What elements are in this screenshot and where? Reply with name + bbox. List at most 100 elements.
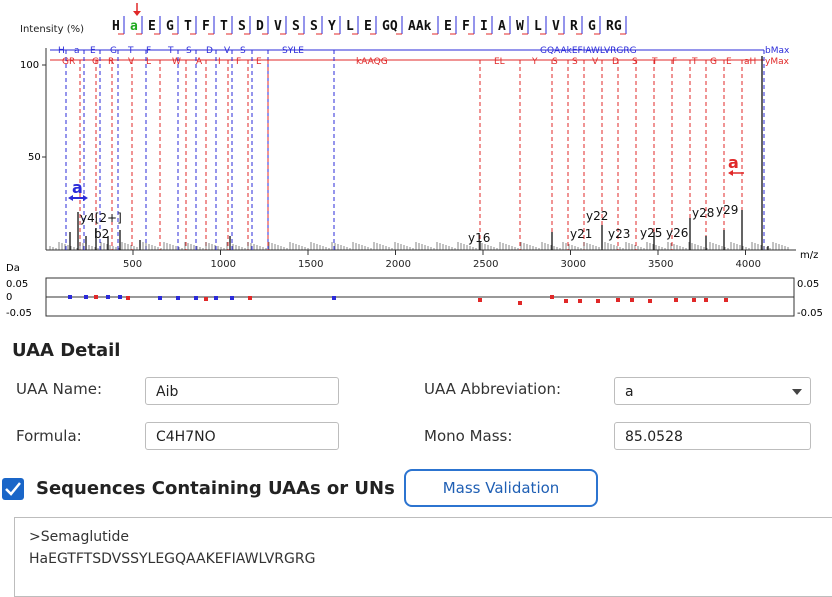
sequence-textarea[interactable]: >Semaglutide HaEGTFTSDVSSYLEGQAAKEFIAWLV… (14, 517, 832, 597)
sequence-residue: G (588, 19, 596, 34)
sequence-residue: S (292, 19, 300, 34)
b-ion-label: SYLE (282, 46, 304, 56)
peak-label: y23 (608, 227, 630, 241)
b-ion-label: S (186, 46, 192, 56)
y-ion-label: V (592, 57, 599, 67)
y-ion-label: G (710, 57, 717, 67)
error-point-y (704, 298, 708, 302)
sequence-residue: T (184, 19, 192, 34)
sequence-residue: V (274, 19, 282, 34)
err-tick-pos: 0.05 (6, 279, 28, 290)
error-point-b (106, 295, 110, 299)
section-title: UAA Detail (12, 340, 121, 361)
y-ion-label: GR (62, 57, 75, 67)
sequences-checkbox[interactable] (2, 478, 24, 500)
error-point-b (84, 295, 88, 299)
sequence-residue: a (130, 19, 138, 34)
y-ion-label: E (256, 57, 262, 67)
error-point-y (630, 298, 634, 302)
da-label: Da (6, 263, 20, 274)
checkmark-icon (5, 482, 21, 496)
y-ion-label: F (672, 57, 677, 67)
err-tick-pos-right: 0.05 (797, 279, 819, 290)
fragment-lines (65, 50, 765, 250)
error-point-y (578, 299, 582, 303)
error-point-y (478, 298, 482, 302)
x-tick-label: 4000 (736, 259, 761, 270)
sequence-residue: S (310, 19, 318, 34)
error-point-y (674, 298, 678, 302)
y-max-label: yMax (765, 57, 790, 67)
x-tick-label: 1500 (298, 259, 323, 270)
peak-label: y26 (666, 226, 688, 240)
mono-mass-field[interactable]: 85.0528 (614, 422, 811, 450)
formula-field[interactable]: C4H7NO (145, 422, 339, 450)
err-tick-neg: -0.05 (6, 308, 32, 319)
b-ion-label: GQAAkEFIAWLVRGRG (540, 46, 637, 56)
peak-label: y21 (570, 227, 592, 241)
err-tick-zero: 0 (6, 292, 12, 303)
y-ion-label: S (632, 57, 638, 67)
peak-label: y4[2+] (80, 211, 122, 225)
peak-label: y28 (692, 206, 714, 220)
x-tick-label: 3000 (561, 259, 586, 270)
b-ion-label: a (74, 46, 80, 56)
mass-validation-button[interactable]: Mass Validation (404, 469, 598, 507)
y-ion-label: I (218, 57, 221, 67)
b-ion-label: T (127, 46, 134, 56)
error-point-y (518, 301, 522, 305)
sequence-residue: F (202, 19, 210, 34)
mono-mass-label: Mono Mass: (424, 427, 513, 445)
y-ion-label: R (108, 57, 114, 67)
error-point-y (248, 296, 252, 300)
error-point-b (118, 295, 122, 299)
y-ion-label: aH (744, 57, 756, 67)
error-point-y (648, 299, 652, 303)
sequence-residue: R (570, 19, 578, 34)
uaa-name-label: UAA Name: (16, 380, 102, 398)
b-ion-label: F (146, 46, 151, 56)
error-point-b (214, 296, 218, 300)
y-ion-label: D (612, 57, 619, 67)
error-point-y (204, 297, 208, 301)
uaa-abbr-select[interactable]: a (614, 377, 811, 405)
sequence-residue: G (166, 19, 174, 34)
spectrum-peaks (49, 56, 789, 250)
b-ion-label: H (58, 46, 65, 56)
sequence-residue: V (552, 19, 560, 34)
y-tick-50: 50 (28, 152, 41, 163)
modification-arrow-icon (133, 3, 141, 16)
y-ion-label: S (552, 57, 558, 67)
err-tick-neg-right: -0.05 (797, 308, 823, 319)
error-point-y (692, 298, 696, 302)
uaa-abbr-label: UAA Abbreviation: (424, 380, 562, 398)
sequences-checkbox-label: Sequences Containing UAAs or UNs (36, 478, 395, 499)
sequence-residue: H (112, 19, 120, 34)
y-ion-label: L (146, 57, 151, 67)
y-ion-label: F (236, 57, 241, 67)
y-ion-label: W (172, 57, 181, 67)
sequence-residue: S (238, 19, 246, 34)
b-ion-label: T (167, 46, 174, 56)
error-point-y (550, 295, 554, 299)
error-point-b (230, 296, 234, 300)
y-axis-label: Intensity (%) (20, 24, 84, 35)
b-ion-label: S (240, 46, 246, 56)
x-unit-label: m/z (800, 250, 818, 261)
error-point-y (596, 299, 600, 303)
uaa-name-field[interactable]: Aib (145, 377, 339, 405)
b-ion-label: V (224, 46, 231, 56)
y-ion-label: S (572, 57, 578, 67)
sequence-residue: GQ (382, 19, 398, 34)
sequence-name: >Semaglutide (29, 529, 129, 545)
sequence-residue: AAk (408, 19, 432, 34)
x-ticks: 500 1000 1500 2000 2500 3000 3500 4000 (123, 250, 761, 270)
sequence-residue: L (346, 19, 354, 34)
sequence-residue: I (480, 19, 488, 34)
sequence-residue: L (534, 19, 542, 34)
